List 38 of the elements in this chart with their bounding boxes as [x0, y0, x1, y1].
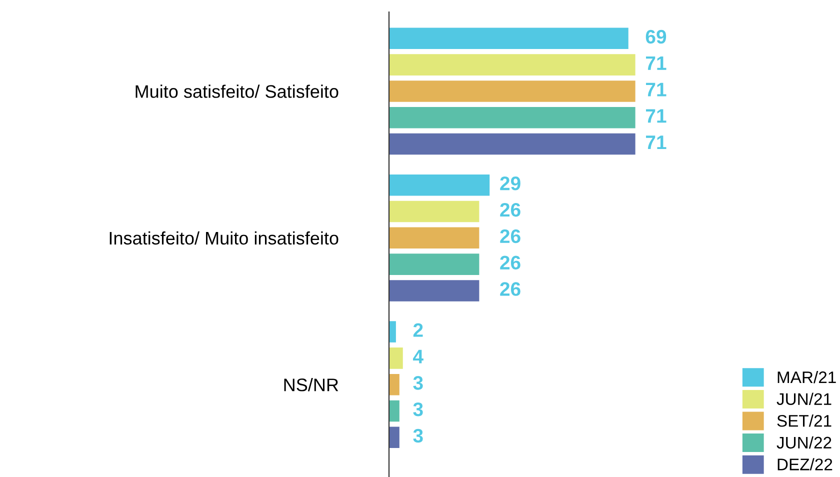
data-label: 2	[413, 323, 423, 337]
data-label: 4	[413, 350, 424, 364]
data-label: 26	[500, 229, 520, 244]
data-label: 71	[646, 136, 666, 150]
bar	[389, 348, 403, 369]
data-label: 71	[646, 109, 666, 123]
y-tick-label: Muito satisfeito/ Satisfeito	[136, 84, 338, 98]
y-tick-label: Insatisfeito/ Muito insatisfeito	[110, 231, 338, 245]
bar	[389, 400, 400, 422]
bar	[389, 80, 636, 102]
bar	[389, 106, 636, 128]
data-label: 3	[413, 428, 423, 443]
data-label: 26	[500, 256, 520, 270]
bar	[389, 54, 636, 76]
data-label: 69	[646, 30, 666, 44]
legend-label: JUN/22	[776, 436, 832, 449]
data-label: 26	[500, 202, 520, 217]
bar	[389, 254, 480, 275]
bar	[389, 133, 636, 155]
legend-label: MAR/21	[778, 370, 836, 384]
legend-label: DEZ/22	[778, 458, 832, 470]
legend-label: SET/21	[777, 414, 832, 427]
data-label: 71	[646, 56, 666, 70]
data-label: 26	[500, 282, 520, 296]
legend-label: JUN/21	[776, 392, 832, 405]
bar	[389, 374, 400, 396]
bar	[389, 227, 480, 249]
bar	[389, 280, 480, 302]
bar	[389, 321, 396, 342]
bar	[389, 200, 480, 222]
data-label: 3	[413, 376, 423, 390]
y-tick-label: NS/NR	[284, 378, 338, 392]
data-label: 3	[413, 402, 423, 416]
bar	[389, 174, 490, 196]
bar	[389, 426, 400, 448]
data-label: 29	[500, 176, 520, 190]
data-label: 71	[646, 82, 666, 96]
bar	[389, 28, 628, 50]
